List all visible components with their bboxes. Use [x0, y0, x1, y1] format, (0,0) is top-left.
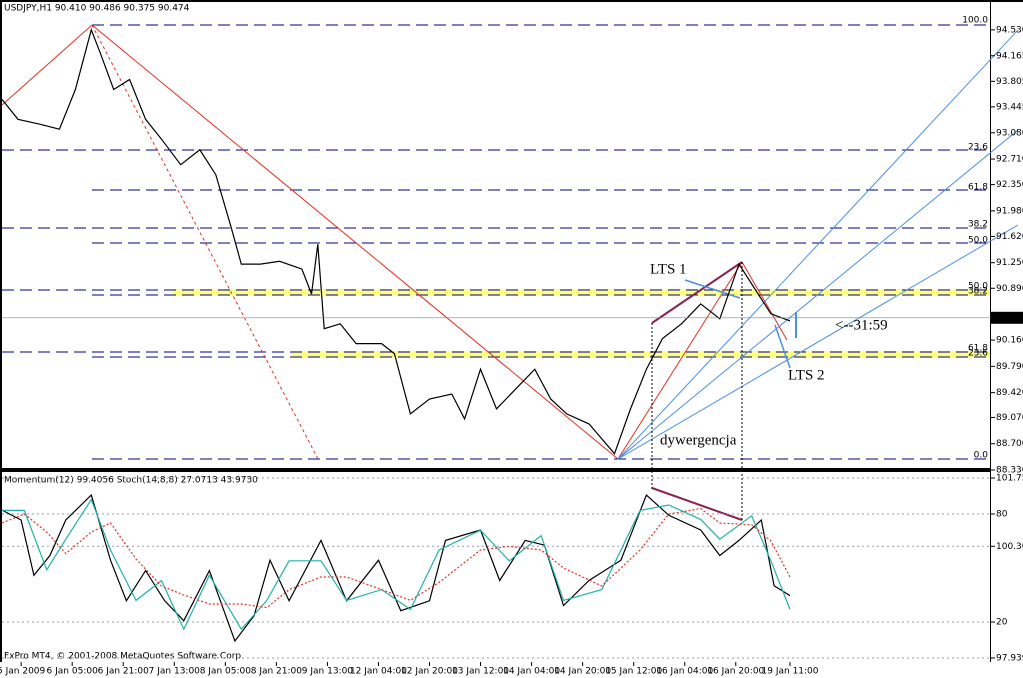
- x-tick-label: 13 Jan 12:00: [452, 667, 509, 677]
- y-tick-label: 89.070: [996, 413, 1023, 423]
- trendlines: [1, 24, 1019, 521]
- arrow: [684, 279, 741, 299]
- y2-tick-label: 80: [996, 510, 1008, 520]
- y-tick-label: 92.710: [996, 155, 1023, 165]
- fan-line: [617, 224, 1019, 460]
- y-tick-label: 93.805: [996, 77, 1023, 87]
- y-tick-label: 90.890: [996, 284, 1023, 294]
- fib-label: 23.6: [968, 349, 988, 359]
- series-line: [1, 27, 791, 455]
- trendline: [91, 24, 619, 460]
- indicator-panel: [2, 472, 990, 662]
- y-tick-label: 91.250: [996, 258, 1023, 268]
- fib-lines: [2, 24, 990, 460]
- annotation: LTS 2: [788, 367, 825, 383]
- y-tick-label: 89.790: [996, 362, 1023, 372]
- axis-area: [991, 2, 1023, 662]
- x-tick-label: 6 Jan 05:00: [47, 667, 99, 677]
- footer: FxPro MT4, © 2001-2008 MetaQuotes Softwa…: [4, 652, 244, 662]
- y-tick-label: 97.9396: [996, 654, 1023, 664]
- series-line: [2, 498, 791, 631]
- zone: [292, 351, 990, 357]
- x-tick-label: 16 Jan 20:00: [707, 667, 764, 677]
- x-tick-label: 16 Jan 04:00: [656, 667, 713, 677]
- series-line: [1, 507, 791, 609]
- x-tick-label: 6 Jan 21:00: [98, 667, 150, 677]
- x-tick-label: 8 Jan 21:00: [251, 667, 303, 677]
- x-tick-label: 5 Jan 2009: [0, 667, 46, 677]
- x-tick-label: 8 Jan 05:00: [200, 667, 252, 677]
- trendline: [741, 261, 788, 341]
- y-tick-label: 100.3046: [996, 542, 1023, 552]
- fib-label: 100.0: [962, 16, 988, 26]
- x-tick-label: 14 Jan 20:00: [554, 667, 611, 677]
- annotation: <--31:59: [835, 317, 888, 333]
- last-price-box: [991, 311, 1023, 324]
- annotation: dywergencja: [660, 432, 737, 448]
- fan-line: [617, 129, 1019, 460]
- x-tick-label: 12 Jan 04:00: [350, 667, 407, 677]
- x-tick-label: 14 Jan 04:00: [503, 667, 560, 677]
- time-axis-area: [0, 662, 1023, 678]
- fib-label: 50.0: [968, 236, 988, 246]
- x-tick-label: 12 Jan 20:00: [401, 667, 458, 677]
- y-tick-label: 88.700: [996, 439, 1023, 449]
- y2-tick-label: 20: [996, 618, 1008, 628]
- y-tick-label: 94.165: [996, 51, 1023, 61]
- y-tick-label: 90.160: [996, 336, 1023, 346]
- annotation: LTS 1: [650, 261, 687, 277]
- fib-label: 50.0: [968, 282, 988, 292]
- divergence-line: [651, 487, 743, 521]
- y-tick-label: 88.330: [996, 466, 1023, 476]
- divergence-line: [651, 261, 743, 324]
- fan-line: [617, 29, 1019, 460]
- y-tick-label: 91.620: [996, 232, 1023, 242]
- fib-label: 61.8: [968, 344, 988, 354]
- y-tick-label: 89.420: [996, 388, 1023, 398]
- zone: [172, 289, 990, 295]
- x-tick-label: 9 Jan 13:00: [302, 667, 354, 677]
- fib-label: 23.6: [968, 143, 988, 153]
- trendline: [617, 261, 743, 460]
- fib-label: 61.8: [968, 183, 988, 193]
- series-line: [1, 493, 791, 643]
- fib-label: 38.2: [968, 287, 988, 297]
- last-price-label: 90.474: [994, 313, 1023, 323]
- y-tick-label: 91.980: [996, 206, 1023, 216]
- y-tick-label: 93.080: [996, 128, 1023, 138]
- price-panel: [2, 2, 990, 468]
- trendline: [1, 24, 93, 106]
- x-tick-label: 7 Jan 13:00: [149, 667, 201, 677]
- y-tick-label: 92.350: [996, 180, 1023, 190]
- chart-title: USDJPY,H1 90.410 90.486 90.375 90.474: [4, 4, 190, 14]
- x-tick-label: 19 Jan 11:00: [762, 667, 819, 677]
- arrow: [774, 324, 791, 369]
- fib-label: 38.2: [968, 220, 988, 230]
- y-tick-label: 94.530: [996, 25, 1023, 35]
- y-tick-label: 93.445: [996, 102, 1023, 112]
- y-tick-label: 101.75: [996, 474, 1023, 484]
- x-tick-label: 15 Jan 12:00: [605, 667, 662, 677]
- indicator-title: Momentum(12) 99.4056 Stoch(14,8,8) 27.07…: [4, 476, 258, 486]
- fib-label: 0.0: [974, 451, 989, 461]
